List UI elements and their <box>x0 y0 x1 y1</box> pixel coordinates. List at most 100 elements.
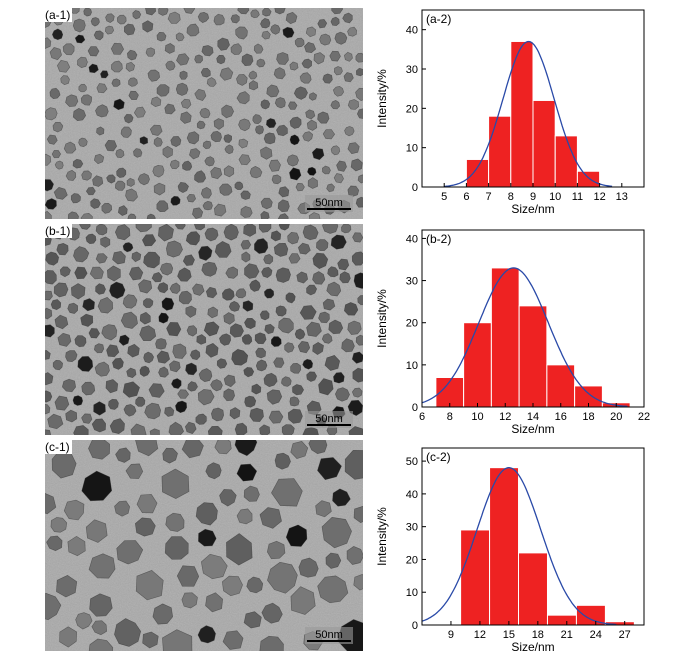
nanoparticle <box>202 200 213 211</box>
nanoparticle <box>343 302 359 316</box>
nanoparticle <box>219 333 232 346</box>
nanoparticle <box>179 70 188 80</box>
nanoparticle <box>302 358 314 370</box>
nanoparticle <box>334 387 350 402</box>
nanoparticle <box>194 224 206 231</box>
nanoparticle <box>169 282 181 294</box>
nanoparticle <box>235 288 247 299</box>
nanoparticle <box>267 561 298 594</box>
x-tick-label: 12 <box>474 629 486 641</box>
nanoparticle <box>113 98 125 111</box>
nanoparticle <box>135 440 159 457</box>
nanoparticle <box>249 407 264 422</box>
nanoparticle <box>213 118 224 130</box>
nanoparticle <box>139 365 150 377</box>
nanoparticle <box>116 14 127 25</box>
nanoparticle <box>351 387 363 398</box>
nanoparticle <box>88 440 111 460</box>
nanoparticle <box>248 80 259 91</box>
nanoparticle <box>302 131 314 142</box>
nanoparticle <box>306 371 318 382</box>
nanoparticle <box>207 425 223 435</box>
nanoparticle <box>54 395 70 411</box>
x-tick-label: 27 <box>619 629 631 641</box>
nanoparticle <box>80 212 93 219</box>
nanoparticle <box>276 124 288 137</box>
nanoparticle <box>293 86 308 100</box>
nanoparticle <box>153 137 163 147</box>
histogram-bars <box>460 467 635 626</box>
nanoparticle <box>321 516 352 549</box>
nanoparticle <box>194 170 207 183</box>
nanoparticle <box>290 440 309 459</box>
nanoparticle <box>281 424 295 435</box>
nanoparticle <box>278 186 290 198</box>
nanoparticle <box>132 10 142 20</box>
nanoparticle <box>45 107 58 121</box>
nanoparticle <box>203 321 220 337</box>
nanoparticle <box>83 8 92 17</box>
nanoparticle <box>271 336 282 347</box>
nanoparticle <box>210 379 223 392</box>
nanoparticle <box>45 349 51 360</box>
nanoparticle <box>181 160 193 171</box>
nanoparticle <box>164 43 175 54</box>
nanoparticle <box>330 100 341 110</box>
nanoparticle <box>180 98 192 109</box>
nanoparticle <box>187 381 198 392</box>
panel-label-b1: (b-1) <box>43 224 73 238</box>
nanoparticle <box>305 109 316 120</box>
nanoparticle <box>51 150 62 159</box>
nanoparticle <box>185 305 197 318</box>
nanoparticle <box>235 26 248 40</box>
nanoparticle <box>308 440 328 455</box>
nanoparticle <box>290 362 302 374</box>
nanoparticle <box>347 99 360 110</box>
nanoparticle <box>54 160 64 170</box>
nanoparticle <box>219 67 234 81</box>
gaussian-fit-curve <box>421 267 628 408</box>
histogram-bar <box>488 115 512 188</box>
nanoparticle <box>142 631 159 649</box>
nanoparticle <box>169 159 180 170</box>
nanoparticle <box>89 266 104 280</box>
nanoparticle <box>152 603 174 625</box>
panel-label-a1: (a-1) <box>43 8 73 22</box>
nanoparticle <box>197 389 215 406</box>
micrograph-a1-canvas: 50nm <box>45 8 363 219</box>
nanoparticle <box>256 58 266 68</box>
nanoparticle <box>205 592 224 613</box>
nanoparticle <box>206 77 217 87</box>
nanoparticle <box>126 367 137 379</box>
nanoparticle <box>287 408 303 424</box>
nanoparticle <box>243 485 260 502</box>
x-tick-label: 13 <box>616 191 628 203</box>
nanoparticle <box>282 26 295 39</box>
nanoparticle <box>143 351 155 364</box>
nanoparticle <box>260 17 271 29</box>
nanoparticle <box>343 72 354 83</box>
nanoparticle <box>170 195 181 206</box>
nanoparticle <box>244 263 260 279</box>
nanoparticle <box>45 37 52 49</box>
x-tick-label: 6 <box>419 411 425 423</box>
nanoparticle <box>328 319 344 335</box>
nanoparticle <box>341 338 355 353</box>
nanoparticle <box>268 410 284 424</box>
y-tick-label: 20 <box>406 318 418 330</box>
nanoparticle <box>52 122 64 133</box>
nanoparticle <box>326 183 335 193</box>
x-tick-label: 20 <box>610 411 622 423</box>
nanoparticle <box>342 12 353 24</box>
nanoparticle <box>229 407 241 420</box>
tem-micrograph-a1: 50nm <box>45 8 363 219</box>
nanoparticle <box>115 447 131 463</box>
nanoparticle <box>296 271 309 284</box>
nanoparticle <box>182 254 195 266</box>
nanoparticle <box>237 8 250 15</box>
nanoparticle <box>322 73 333 84</box>
nanoparticle <box>294 328 306 340</box>
nanoparticle <box>315 500 332 518</box>
nanoparticle <box>240 205 253 218</box>
nanoparticle <box>294 37 305 48</box>
